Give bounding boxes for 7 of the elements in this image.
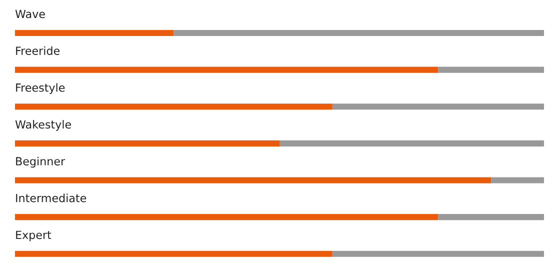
y-tick-label: Intermediate bbox=[16, 194, 86, 202]
y-tick-label: Freeride bbox=[16, 46, 60, 55]
y-tick-label: Expert bbox=[16, 230, 52, 242]
y-tick-label: Wakestyle bbox=[15, 120, 72, 131]
y-tick-label: Freestyle bbox=[16, 83, 65, 94]
y-tick-label: Wave bbox=[15, 10, 45, 18]
y-tick-label: Beginner bbox=[16, 156, 66, 168]
